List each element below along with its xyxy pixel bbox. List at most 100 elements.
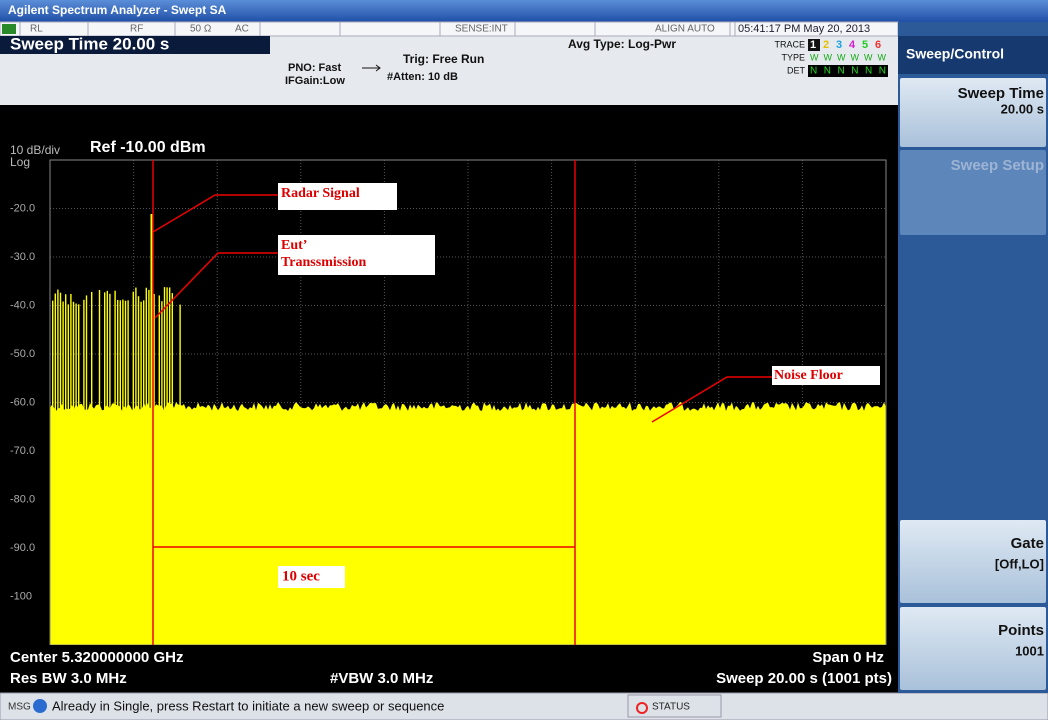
status-item: RL [30,24,43,35]
burst-bar [70,293,72,424]
softkey-label: Sweep Setup [951,157,1044,174]
status-icon [636,702,648,714]
burst-bar [117,299,119,430]
burst-bar [114,290,116,421]
softkey-value: 1001 [1015,643,1044,658]
burst-bar [106,290,108,421]
trace-number: 2 [823,39,829,51]
center: Center 5.320000000 GHz [10,649,183,666]
status-message: Already in Single, press Restart to init… [52,698,444,713]
burst-bar [59,292,62,423]
ifgain: IFGain:Low [285,75,345,87]
status-label: STATUS [652,702,690,713]
annotation-lines [152,160,772,645]
burst-bar [85,295,88,426]
softkey[interactable] [900,520,1046,603]
softkey-title-bg [898,36,1048,74]
trace-number: 1 [810,39,816,51]
annotation-box [278,183,397,210]
burst-bar [109,293,111,424]
burst-bar [57,289,59,420]
softkey-label: Gate [1011,535,1044,552]
atten: #Atten: 10 dB [387,71,458,83]
trace-select [808,39,820,51]
status-item: SENSE:INT [455,24,508,35]
pno: PNO: Fast [288,62,342,74]
burst-bar [158,295,160,426]
trace-number: 3 [836,39,842,51]
trace-fill [50,402,886,645]
softkey[interactable] [900,150,1046,235]
avg-type: Avg Type: Log-Pwr [568,37,676,51]
burst-bar [62,301,64,432]
softkey-title: Sweep/Control [906,46,1004,62]
vbw: #VBW 3.0 MHz [330,670,433,687]
status-item: ALIGN AUTO [655,24,715,35]
status-item: AC [235,24,249,35]
burst-bar [127,300,129,431]
softkey-value: 20.00 s [1001,101,1044,116]
burst-bar [161,301,163,432]
burst-bar [52,300,54,431]
spike [150,214,153,414]
res-bw: Res BW 3.0 MHz [10,670,127,687]
y-label: -60.0 [10,396,35,408]
annotation-noise: Noise Floor [774,368,843,383]
softkey[interactable] [900,607,1046,690]
arrow-icon [362,64,381,72]
active-function: Sweep Time 20.00 s [10,34,169,53]
sweep: Sweep 20.00 s (1001 pts) [716,670,892,687]
burst-bar [119,300,121,431]
burst-bar [91,291,93,422]
trace-number: 5 [862,39,868,51]
annotation-box [278,235,435,275]
datetime: 05:41:17 PM May 20, 2013 [738,23,870,35]
burst-bar [83,299,85,430]
window-title: Agilent Spectrum Analyzer - Swept SA [8,3,227,17]
ref-level: Ref -10.00 dBm [90,139,206,156]
burst-bar [137,296,140,427]
burst-bar [135,287,137,418]
title-bar [0,0,1048,22]
status-item: RF [130,24,143,35]
status-bar [0,692,1048,721]
burst-bar [54,293,56,424]
burst-bar [78,304,80,435]
type-label: TYPE [781,52,805,62]
annotation-eut: Eut’ [281,238,307,253]
burst-bar [140,301,142,432]
trace-number: 4 [849,39,856,51]
y-label: -90.0 [10,542,35,554]
burst-bar [132,291,134,422]
softkey[interactable] [900,78,1046,147]
burst-bar [163,287,166,418]
burst-bar [166,287,168,418]
burst-bar [124,300,127,431]
burst-bar [72,301,75,432]
scale-type: Log [10,155,30,169]
burst-bar [67,304,69,435]
y-label: -40.0 [10,299,35,311]
burst-bar [143,300,145,431]
annotation-box [278,566,345,588]
trace-number: 6 [875,39,881,51]
y-label: -80.0 [10,493,35,505]
annotation-box [772,366,880,385]
burst-bar [171,293,173,424]
burst-bar [98,290,101,421]
burst-bar [153,293,155,424]
y-label: -50.0 [10,348,35,360]
lxi-icon [2,24,16,34]
softkey-label: Sweep Time [958,85,1044,102]
burst-bar [122,299,124,430]
annotation-period: 10 sec [282,568,320,584]
msg-label: MSG [8,702,31,713]
burst-bar [104,292,106,423]
det-bg [808,65,888,77]
status-button[interactable] [627,694,722,718]
burst-bar [145,287,147,418]
trace-label: TRACE [774,39,805,49]
status-item: 50 Ω [190,24,212,35]
active-function-bg [0,36,270,54]
